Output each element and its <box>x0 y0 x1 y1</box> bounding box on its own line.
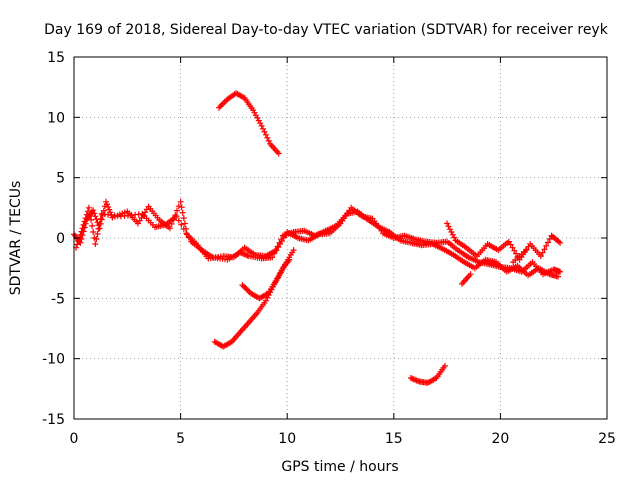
data-point <box>276 239 283 246</box>
data-point <box>90 207 97 214</box>
data-point <box>94 231 101 237</box>
data-point <box>272 247 279 254</box>
data-point <box>175 217 182 224</box>
data-point <box>557 239 564 246</box>
y-tick-label: -10 <box>42 352 65 368</box>
data-point <box>178 204 185 211</box>
grid-lines <box>74 57 607 419</box>
data-point <box>271 250 278 257</box>
data-point <box>89 222 96 229</box>
axis-ticks <box>73 56 608 420</box>
data-point <box>97 215 104 222</box>
data-point <box>507 241 514 248</box>
data-point <box>77 231 84 238</box>
data-point <box>174 207 180 214</box>
data-point <box>80 221 87 228</box>
data-point <box>523 247 529 254</box>
data-point <box>451 234 458 241</box>
data-point <box>265 137 272 144</box>
data-point <box>96 220 103 227</box>
data-point <box>79 225 86 232</box>
x-tick-labels: 0 5 10 15 20 25 <box>70 431 616 447</box>
y-tick-label: 15 <box>47 50 65 66</box>
x-tick-label: 20 <box>491 431 509 447</box>
data-point <box>262 131 269 138</box>
x-tick-label: 10 <box>278 431 296 447</box>
data-point <box>92 213 99 220</box>
y-tick-label: 0 <box>56 231 65 247</box>
x-tick-label: 25 <box>598 431 616 447</box>
y-tick-label: -5 <box>51 291 65 307</box>
data-point <box>275 150 282 157</box>
data-point <box>177 198 184 205</box>
data-point <box>218 101 225 108</box>
data-point <box>93 236 100 242</box>
data-point <box>183 230 190 237</box>
data-point <box>180 215 187 222</box>
data-point <box>541 246 548 253</box>
data-point <box>217 103 224 110</box>
data-point <box>543 242 550 249</box>
data-point <box>78 228 85 235</box>
data-point <box>178 221 185 228</box>
data-point <box>216 104 222 111</box>
data-point <box>82 215 89 222</box>
y-axis-label: SDTVAR / TECUs <box>8 181 24 296</box>
data-point <box>545 239 551 246</box>
data-point <box>166 225 173 232</box>
x-tick-label: 5 <box>176 431 185 447</box>
data-point <box>90 229 97 235</box>
data-point <box>537 253 544 260</box>
data-point <box>181 220 188 227</box>
x-tick-label: 0 <box>70 431 79 447</box>
data-point <box>557 268 564 275</box>
y-tick-label: 5 <box>56 171 65 187</box>
data-point <box>274 243 281 250</box>
data-point <box>445 223 452 230</box>
data-point <box>555 273 561 280</box>
y-tick-label: 10 <box>47 110 65 126</box>
x-tick-label: 15 <box>385 431 403 447</box>
data-point <box>239 282 246 289</box>
x-axis-label: GPS time / hours <box>281 459 398 475</box>
data-point <box>85 204 92 211</box>
data-point <box>106 206 113 213</box>
data-point <box>442 362 448 369</box>
data-point <box>83 211 90 218</box>
data-point <box>175 203 182 210</box>
data-point <box>92 241 99 247</box>
data-point <box>245 287 252 294</box>
data-point <box>180 225 187 232</box>
y-tick-labels: -15 -10 -5 0 5 10 15 <box>42 50 65 428</box>
data-point <box>88 216 95 223</box>
data-point <box>555 238 562 245</box>
chart-title: Day 169 of 2018, Sidereal Day-to-day VTE… <box>44 22 609 38</box>
data-points <box>71 90 564 386</box>
data-point <box>467 271 474 278</box>
data-point <box>100 207 107 214</box>
data-point <box>173 213 180 220</box>
y-tick-label: -15 <box>42 412 65 428</box>
data-point <box>75 238 82 245</box>
data-point <box>74 241 81 248</box>
data-point <box>87 210 93 217</box>
data-point <box>278 236 285 243</box>
data-point <box>179 209 186 216</box>
data-point <box>185 234 192 241</box>
data-point <box>243 286 250 293</box>
data-point <box>95 225 102 232</box>
data-point <box>290 247 297 254</box>
data-point <box>269 254 276 261</box>
data-point <box>444 220 451 227</box>
data-point <box>264 134 271 141</box>
data-point <box>546 236 553 242</box>
plot-frame <box>73 56 608 420</box>
data-point <box>539 249 546 256</box>
data-point <box>81 218 88 225</box>
data-point <box>449 231 456 238</box>
